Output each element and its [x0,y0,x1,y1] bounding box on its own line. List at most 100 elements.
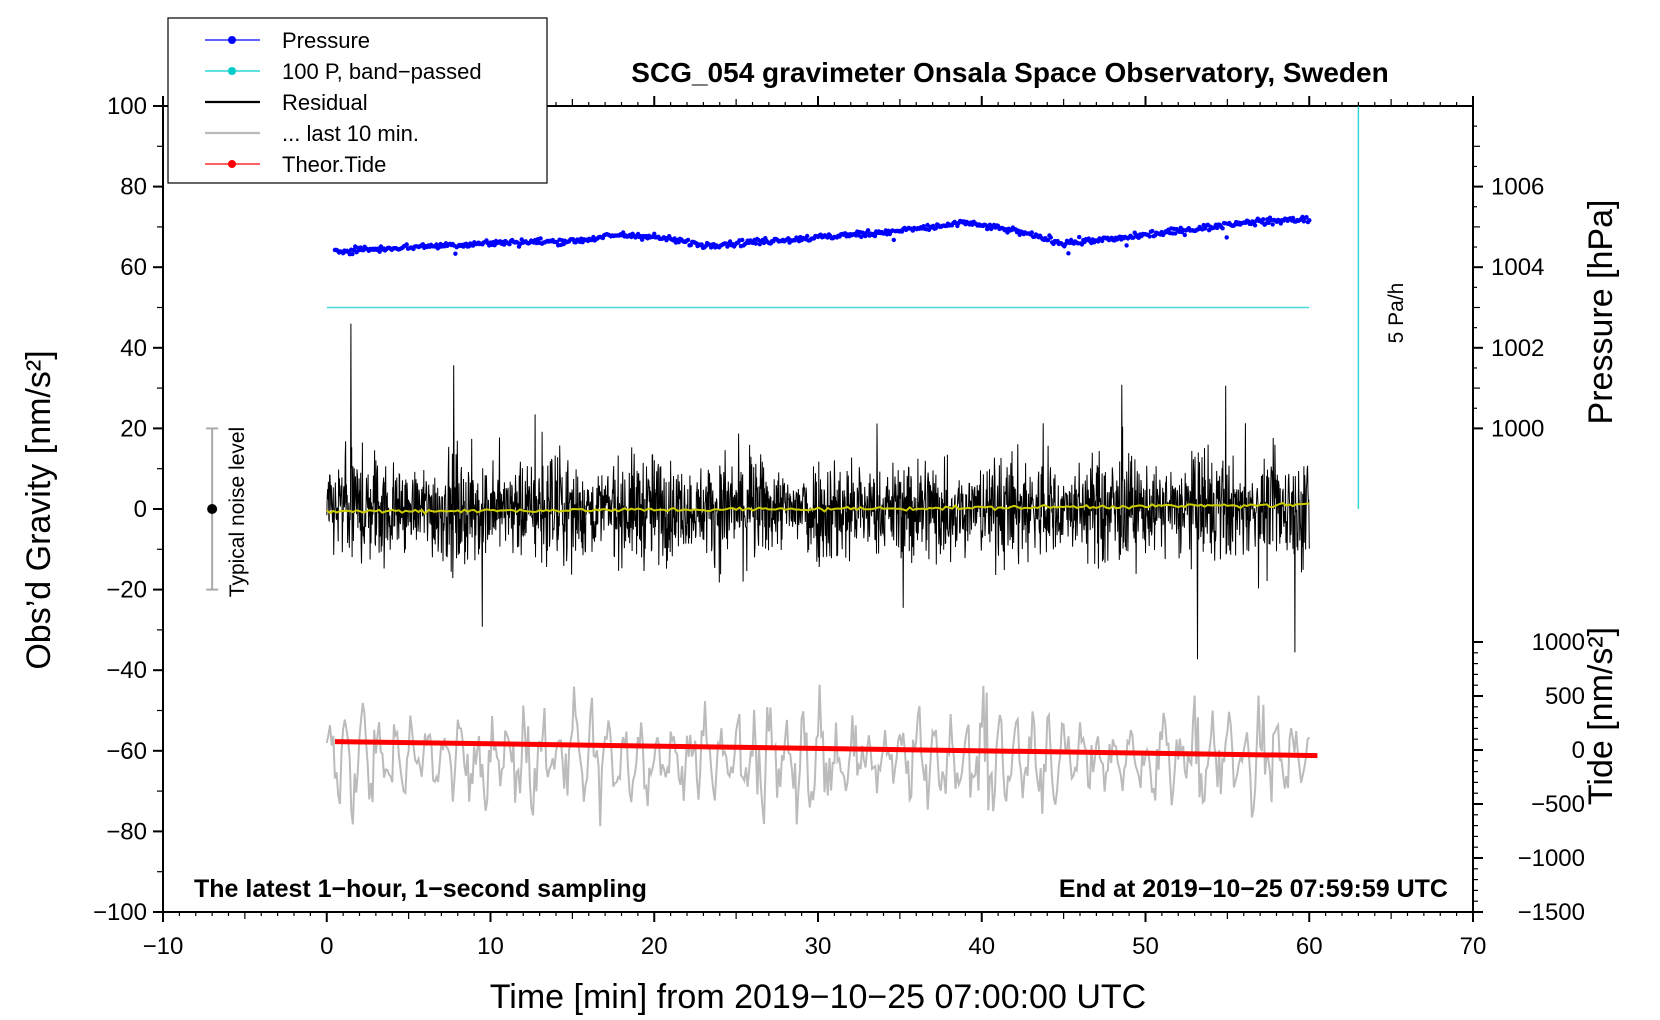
pressure-point [1304,215,1309,220]
y-left-tick-label: −100 [93,899,147,926]
y-axis-left: −100 −80 −60 −40 −20 0 20 40 60 80 100 [93,93,163,926]
y-axis-tide: −1500 −1000 −500 0 500 1000 [1473,629,1585,926]
pressure-point [1066,251,1071,256]
y-left-tick-label: 80 [120,174,147,201]
y-pressure-tick-label: 1004 [1491,254,1544,281]
pressure-point [1077,234,1082,240]
pressure-point [1261,217,1266,222]
pressure-point [933,226,938,231]
y-left-tick-label: −40 [106,657,147,684]
y-tide-tick-label: 1000 [1532,629,1585,656]
pressure-point [1147,234,1152,239]
legend: Pressure 100 P, band−passed Residual ... la… [167,17,548,184]
pressure-point [1182,232,1188,238]
residual-series [326,323,1310,660]
legend-box [167,17,548,184]
y-tide-tick-label: 0 [1572,737,1585,764]
pressure-point [1048,235,1054,240]
pressure-point [1124,243,1129,248]
y-tide-tick-label: −1000 [1518,845,1585,872]
legend-swatch-dot [228,67,236,75]
pressure-point [740,237,745,243]
noise-level-center [207,504,218,514]
y-left-tick-label: −80 [106,818,147,845]
legend-label: Pressure [282,28,370,53]
pressure-point [350,251,355,257]
y-left-tick-label: 40 [120,335,147,362]
theoretical-tide-line [334,739,1318,759]
pressure-point [538,236,543,241]
end-time-note: End at 2019−10−25 07:59:59 UTC [1059,875,1448,903]
x-tick-label: −10 [143,933,184,960]
legend-label: ... last 10 min. [282,121,419,146]
pressure-point [453,251,458,256]
legend-swatch-dot [228,36,236,44]
noise-level-marker [206,427,219,591]
legend-label: Theor.Tide [282,152,386,177]
x-tick-label: 60 [1296,933,1323,960]
pressure-point [1224,235,1229,240]
x-tick-label: 50 [1132,933,1159,960]
pressure-point [865,228,871,233]
pressure-point [1307,218,1312,223]
pressure-point [1131,235,1136,240]
pressure-rate-label: 5 Pa/h [1385,283,1408,344]
pressure-point [1301,219,1307,224]
pressure-point [1266,220,1271,225]
noise-level-label: Typical noise level [226,427,249,597]
residual-line [326,323,1310,660]
residual-smoothed-line [326,502,1310,516]
pressure-point [863,233,868,239]
pressure-point [1252,223,1258,228]
y-axis-tide-title: Tide [nm/s²] [1582,627,1620,805]
legend-label: Residual [282,90,368,115]
last-10-min-series [325,684,1311,827]
pressure-point [652,231,657,236]
y-left-tick-label: 60 [120,254,147,281]
legend-label: 100 P, band−passed [282,59,482,84]
y-left-tick-label: −60 [106,738,147,765]
y-left-tick-label: 0 [134,496,147,523]
y-tide-tick-label: −500 [1531,791,1585,818]
residual-smoothed-series [326,502,1310,516]
y-tide-tick-label: 500 [1545,683,1585,710]
pressure-point [621,230,626,235]
x-tick-label: 70 [1460,933,1487,960]
pressure-point [872,233,878,239]
pressure-point [699,242,704,247]
pressure-point [1150,228,1155,234]
x-tick-label: 30 [805,933,832,960]
y-pressure-tick-label: 1000 [1491,415,1544,442]
pressure-point [1173,231,1178,236]
pressure-point [685,237,691,243]
pressure-point [891,237,896,243]
y-pressure-tick-label: 1002 [1491,335,1544,362]
y-tide-tick-label: −1500 [1518,899,1585,926]
legend-swatch-dot [228,160,236,168]
pressure-point [805,233,810,239]
last-10-min-line [325,684,1311,827]
y-left-tick-label: 100 [107,93,147,120]
pressure-point [639,237,645,242]
x-tick-label: 10 [477,933,504,960]
pressure-point [753,241,758,246]
pressure-point [1215,225,1220,231]
pressure-point [1220,226,1225,231]
y-left-tick-label: 20 [120,415,147,442]
sampling-note: The latest 1−hour, 1−second sampling [194,875,647,903]
pressure-point [404,242,409,247]
pressure-point [1270,222,1275,227]
x-axis-title: Time [min] from 2019−10−25 07:00:00 UTC [490,978,1146,1016]
pressure-series [332,214,1312,257]
y-pressure-tick-label: 1006 [1491,174,1544,201]
x-tick-label: 0 [320,933,333,960]
y-left-tick-label: −20 [106,577,147,604]
x-tick-label: 40 [968,933,995,960]
pressure-point [1290,215,1296,221]
x-tick-label: 20 [641,933,668,960]
chart-title: SCG_054 gravimeter Onsala Space Observat… [631,57,1388,88]
pressure-point [1029,230,1035,235]
theoretical-tide-series [334,739,1318,759]
y-axis-pressure: 1000 1002 1004 1006 [1473,125,1544,442]
